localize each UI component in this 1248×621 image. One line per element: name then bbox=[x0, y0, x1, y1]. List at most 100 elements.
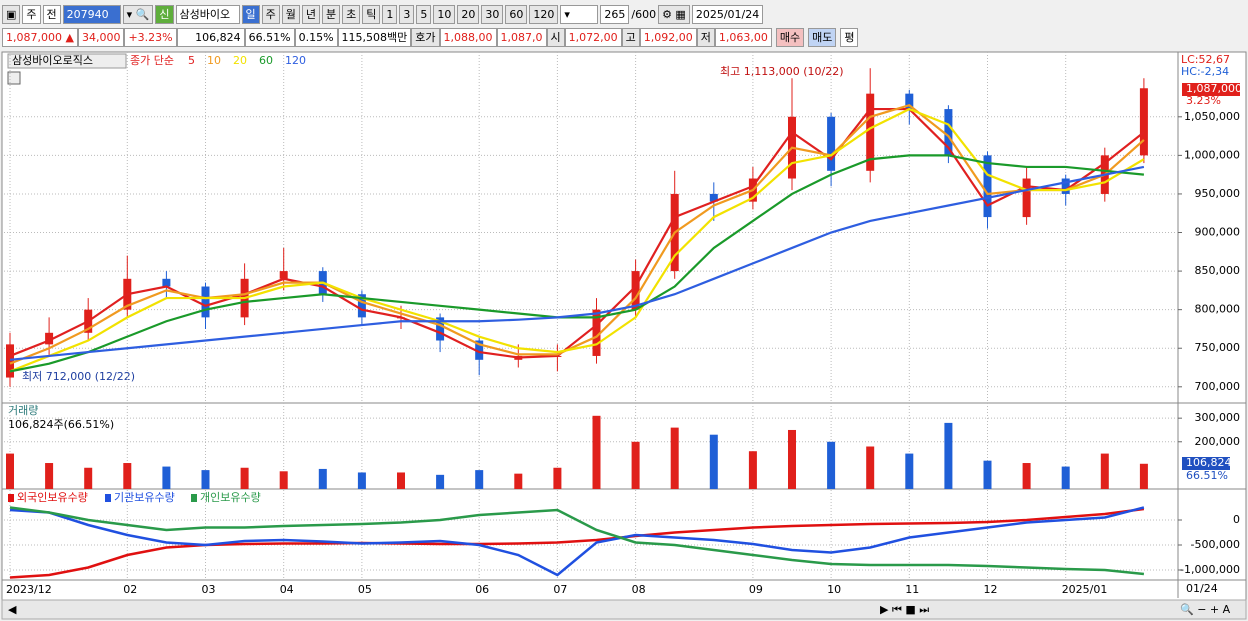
period[interactable]: 년 bbox=[301, 4, 320, 24]
interval[interactable]: 60 bbox=[505, 4, 528, 24]
period[interactable]: 분 bbox=[322, 4, 341, 24]
ma-line bbox=[9, 104, 1145, 365]
volume-bar bbox=[983, 460, 992, 489]
legend-title: 종가 단순 bbox=[130, 54, 174, 67]
change: 34,000 bbox=[77, 27, 125, 47]
ask: 1,088,00 bbox=[439, 27, 497, 47]
count-max: /600 bbox=[631, 7, 657, 21]
btn[interactable]: 신 bbox=[155, 4, 174, 24]
buy-button[interactable]: 매수 bbox=[775, 27, 805, 47]
volume-bar bbox=[123, 463, 132, 489]
avg-button[interactable]: 평 bbox=[840, 27, 859, 47]
chart: ◀ ▶ ⏮ ■ ⏭ 🔍 − + A 삼성바이오로직스 종가 단순 거래량 106… bbox=[1, 51, 1247, 620]
y-tick-label: -500,000 bbox=[1191, 538, 1240, 551]
legend-entry: 기관보유수량 bbox=[114, 491, 175, 504]
legend-entry: 20 bbox=[233, 54, 247, 67]
x-tick-label: 06 bbox=[475, 583, 489, 596]
x-tick-label: 12 bbox=[984, 583, 998, 596]
volume-bar bbox=[631, 441, 640, 489]
stock-name: 삼성바이오로직스 bbox=[12, 54, 93, 67]
legend-entry: 외국인보유수량 bbox=[17, 491, 88, 504]
interval[interactable]: 120 bbox=[529, 4, 559, 24]
label: 시 bbox=[546, 27, 565, 47]
x-tick-label: 05 bbox=[358, 583, 372, 596]
volume-bar bbox=[905, 453, 914, 489]
scroll-controls[interactable]: ▶ ⏮ ■ ⏭ bbox=[880, 603, 929, 616]
y-tick-label: 950,000 bbox=[1195, 187, 1241, 200]
holding-line bbox=[9, 506, 1145, 576]
dropdown[interactable]: ▾ bbox=[560, 4, 599, 24]
interval[interactable]: 3 bbox=[399, 4, 415, 24]
interval[interactable]: 1 bbox=[382, 4, 398, 24]
volume-bar bbox=[84, 467, 93, 489]
period[interactable]: 틱 bbox=[362, 4, 381, 24]
interval[interactable]: 10 bbox=[433, 4, 456, 24]
volume-bar bbox=[240, 467, 249, 489]
volume-bar bbox=[592, 415, 601, 489]
volume-tag bbox=[1182, 457, 1230, 470]
high: 1,092,00 bbox=[639, 27, 697, 47]
y-tick-label: 700,000 bbox=[1195, 380, 1241, 393]
volume-bar bbox=[553, 467, 562, 489]
volume-bar bbox=[45, 463, 54, 489]
volume-bar bbox=[318, 468, 327, 489]
btn[interactable]: 전 bbox=[42, 4, 61, 24]
turnover: 0.15% bbox=[294, 27, 338, 47]
label: 저 bbox=[696, 27, 715, 47]
tools[interactable]: ⚙ ▦ bbox=[658, 4, 690, 24]
volume-bar bbox=[748, 451, 757, 489]
candle-body bbox=[162, 278, 171, 287]
legend-entry: 120 bbox=[285, 54, 306, 67]
candle-body bbox=[631, 271, 640, 310]
candle-body bbox=[709, 193, 718, 202]
y-tick-label: 200,000 bbox=[1195, 435, 1241, 448]
candle-body bbox=[983, 155, 992, 218]
volume-bar bbox=[6, 453, 14, 489]
last-price: 1,087,000 bbox=[1186, 82, 1242, 95]
date[interactable]: 2025/01/24 bbox=[691, 4, 764, 24]
toolbar: ▣ 주 전 207940 ▾ 🔍 신 삼성바이오 일 주 월 년 분 초 틱 1… bbox=[2, 4, 764, 24]
legend-entry: 5 bbox=[188, 54, 195, 67]
ma-line bbox=[9, 154, 1145, 373]
btn[interactable]: 주 bbox=[22, 4, 41, 24]
holding-line bbox=[9, 506, 1145, 577]
volume-bar bbox=[397, 472, 405, 489]
icon[interactable] bbox=[7, 71, 21, 85]
interval[interactable]: 5 bbox=[416, 4, 432, 24]
sell-button[interactable]: 매도 bbox=[808, 27, 837, 47]
btn[interactable]: ▣ bbox=[2, 4, 21, 24]
period[interactable]: 일 bbox=[241, 4, 260, 24]
btn[interactable]: ▾ 🔍 bbox=[122, 4, 154, 24]
code-input[interactable]: 207940 bbox=[62, 4, 121, 24]
last-volume: 106,824 bbox=[1186, 456, 1232, 469]
volume-bar bbox=[944, 422, 953, 489]
x-tick-label: 2025/01 bbox=[1062, 583, 1108, 596]
candle-body bbox=[475, 340, 484, 360]
volume-bar bbox=[1100, 453, 1109, 489]
open: 1,072,00 bbox=[564, 27, 622, 47]
y-tick-label: 0 bbox=[1233, 513, 1240, 526]
period[interactable]: 초 bbox=[342, 4, 361, 24]
volume-bar bbox=[162, 466, 171, 489]
scrollbar[interactable] bbox=[1, 599, 1247, 620]
stock-name-box bbox=[7, 53, 127, 69]
volume-bar bbox=[1022, 463, 1031, 489]
candle-body bbox=[1061, 178, 1070, 194]
scroll-left[interactable]: ◀ bbox=[8, 603, 17, 616]
legend-entry: 60 bbox=[259, 54, 273, 67]
stock-name: 삼성바이오 bbox=[175, 4, 240, 24]
candle-body bbox=[279, 271, 288, 279]
period[interactable]: 주 bbox=[261, 4, 280, 24]
x-tick-label: 08 bbox=[632, 583, 646, 596]
interval[interactable]: 30 bbox=[481, 4, 504, 24]
zoom-controls[interactable]: 🔍 − + A bbox=[1180, 602, 1231, 616]
count[interactable]: 265 bbox=[600, 4, 630, 24]
volume-bar bbox=[866, 446, 875, 489]
interval[interactable]: 20 bbox=[457, 4, 480, 24]
quote-bar: 1,087,000 ▲ 34,000 +3.23% 106,824 66.51%… bbox=[2, 27, 859, 47]
change-label: 3.23% bbox=[1186, 94, 1221, 107]
ma-line bbox=[9, 165, 1145, 361]
period[interactable]: 월 bbox=[281, 4, 300, 24]
legend-swatch bbox=[191, 494, 197, 502]
candle-body bbox=[6, 344, 14, 378]
